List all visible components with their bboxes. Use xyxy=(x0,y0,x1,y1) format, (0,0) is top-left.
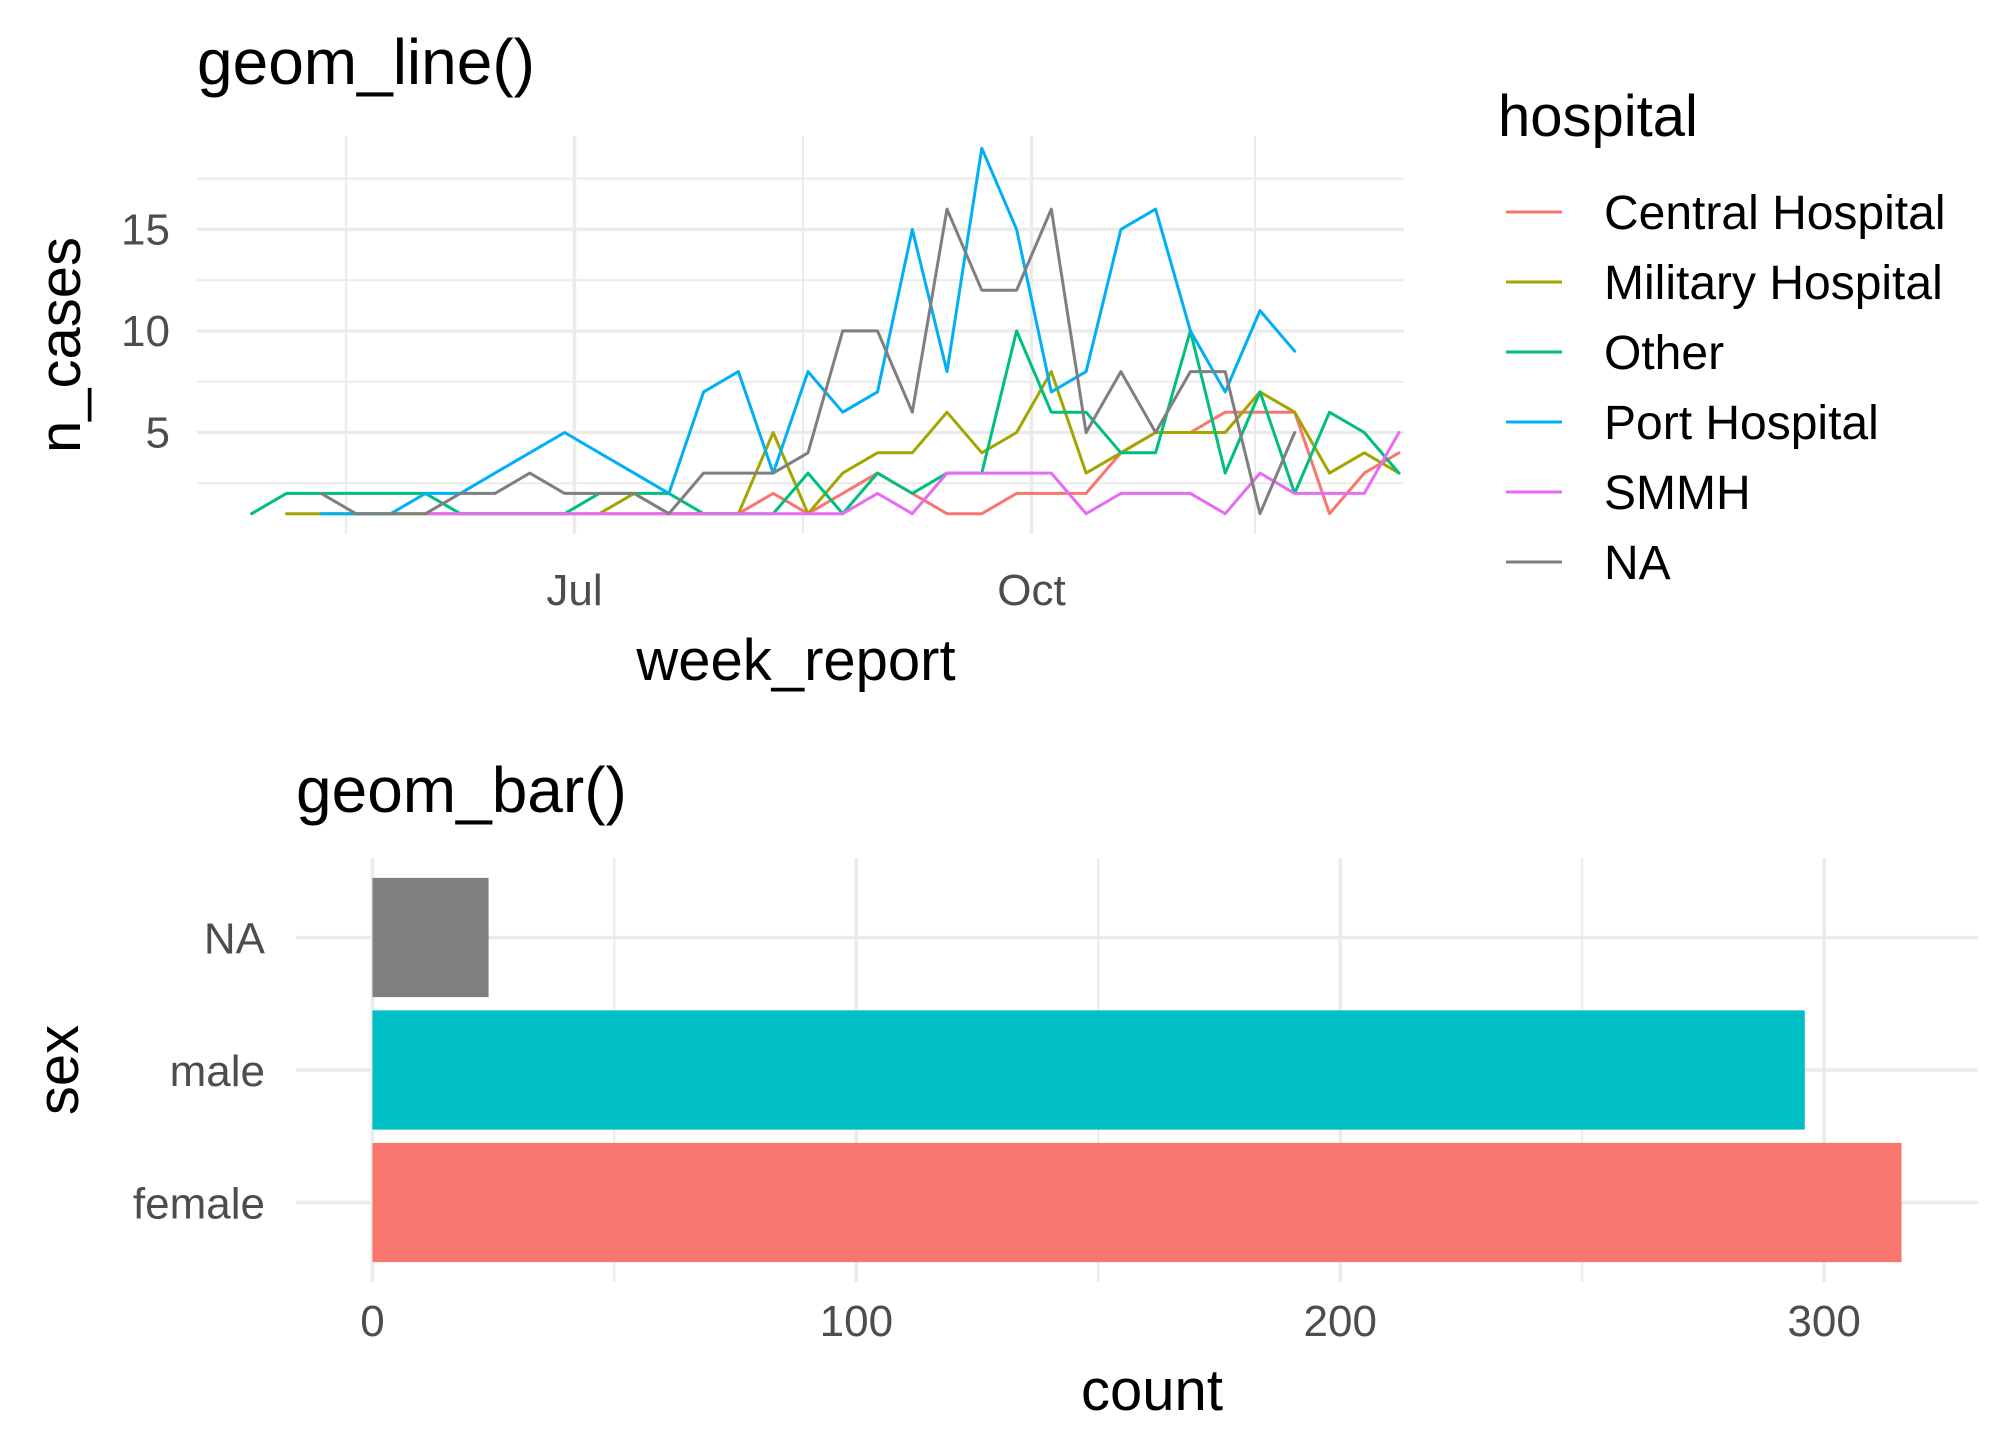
line-chart: geom_line() 5 10 15 Jul Oct week_report n_c… xyxy=(28,26,1404,693)
series-line-na xyxy=(319,207,1297,516)
line-chart-series xyxy=(250,146,1401,516)
bar-chart-category-labels: female male NA xyxy=(133,915,266,1229)
bar-chart-x-tick-label: 200 xyxy=(1304,1297,1377,1346)
bar-chart-title: geom_bar() xyxy=(296,754,627,826)
series-line-port-hospital xyxy=(319,146,1297,516)
legend-entry-label: NA xyxy=(1604,537,1671,590)
bar-chart-x-tick-label: 300 xyxy=(1787,1297,1860,1346)
series-line-central-hospital xyxy=(597,410,1401,516)
bar-male xyxy=(372,1010,1805,1130)
line-chart-x-tick-labels: Jul Oct xyxy=(546,566,1065,615)
line-chart-y-tick-label: 15 xyxy=(121,205,170,254)
legend-items: Central Hospital Military Hospital Other Po… xyxy=(1506,187,1945,590)
line-chart-y-tick-label: 10 xyxy=(121,307,170,356)
bar-chart: geom_bar() female male NA 0 100 200 300 count… xyxy=(26,754,1978,1423)
line-chart-y-axis-label: n_cases xyxy=(28,237,93,453)
bar-chart-y-axis-label: sex xyxy=(26,1025,91,1115)
bar-chart-bars xyxy=(372,877,1902,1263)
bar-female xyxy=(372,1142,1902,1263)
bar-chart-category-label: female xyxy=(133,1180,265,1229)
line-chart-x-tick-label: Jul xyxy=(546,566,602,615)
line-chart-title: geom_line() xyxy=(197,26,535,98)
bar-chart-x-axis-label: count xyxy=(1081,1358,1223,1423)
line-chart-gridlines xyxy=(197,136,1404,534)
series-line-smmh xyxy=(424,431,1401,516)
bar-chart-category-label: male xyxy=(170,1047,265,1096)
legend-entry-label: Other xyxy=(1604,327,1724,380)
series-line-other xyxy=(250,329,1401,516)
bar-chart-x-tick-label: 0 xyxy=(360,1297,384,1346)
legend-entry-label: Port Hospital xyxy=(1604,397,1879,450)
line-chart-x-tick-label: Oct xyxy=(997,566,1065,615)
legend-entry-label: SMMH xyxy=(1604,467,1751,520)
legend-title: hospital xyxy=(1498,84,1698,149)
bar-chart-x-tick-label: 100 xyxy=(820,1297,893,1346)
bar-na xyxy=(372,877,489,998)
legend-entry-label: Central Hospital xyxy=(1604,187,1945,240)
line-chart-y-tick-labels: 5 10 15 xyxy=(121,205,170,457)
line-chart-x-axis-label: week_report xyxy=(635,628,955,693)
line-chart-y-tick-label: 5 xyxy=(146,408,170,457)
hospital-legend: hospital Central Hospital Military Hospit… xyxy=(1498,84,1945,590)
legend-entry-label: Military Hospital xyxy=(1604,257,1943,310)
bar-chart-category-label: NA xyxy=(204,915,266,964)
bar-chart-x-tick-labels: 0 100 200 300 xyxy=(360,1297,1861,1346)
